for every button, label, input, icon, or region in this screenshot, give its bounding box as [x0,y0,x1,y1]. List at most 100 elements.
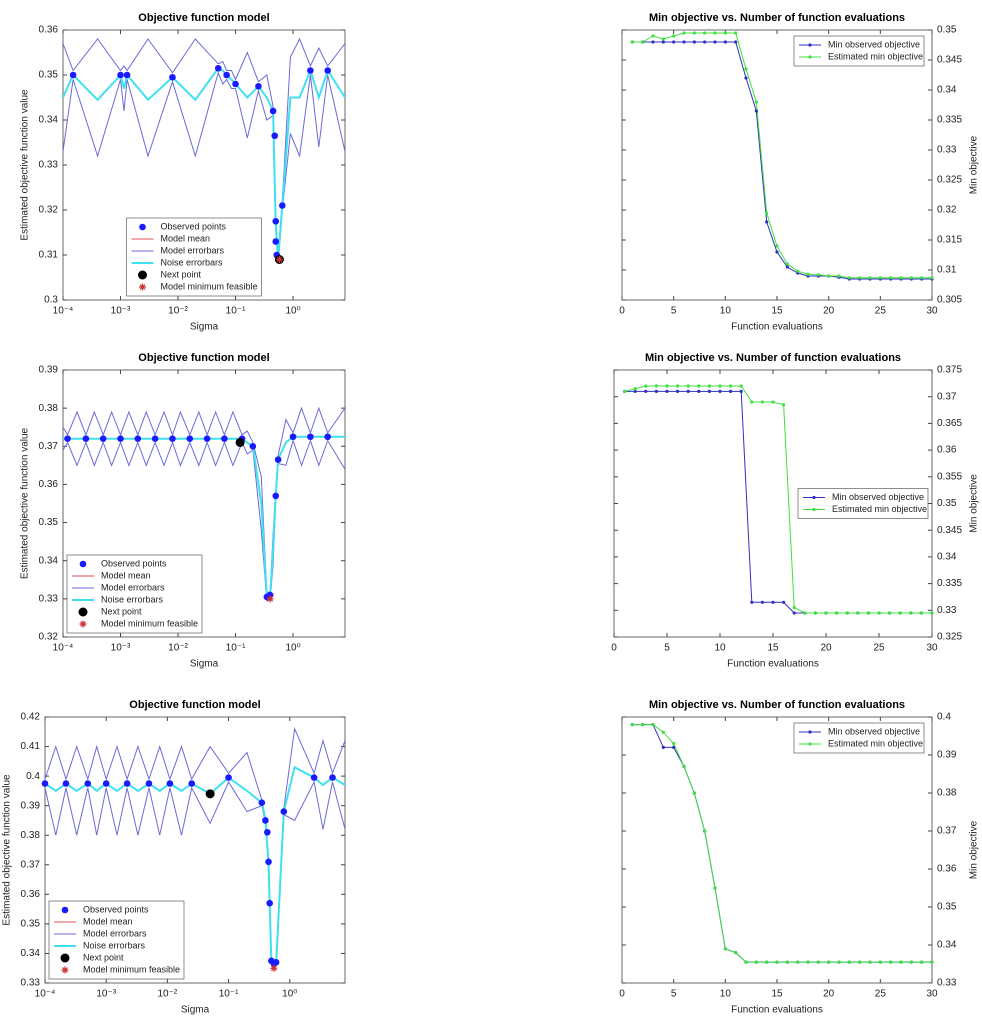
data-point [703,40,707,44]
legend-box [126,217,262,297]
data-point [750,400,754,404]
y-tick-label: 0.325 [937,632,962,643]
y-tick-label: 0.38 [21,830,41,841]
data-point [630,40,634,44]
y-tick-label: 0.315 [937,235,962,246]
y-tick-label: 0.34 [21,948,41,959]
legend-label: Model errorbars [161,245,225,255]
data-point [310,774,318,781]
legend-label: Next point [161,269,202,279]
legend-swatch [808,43,812,47]
legend-label: Model mean [83,916,133,926]
chart-title: Min objective vs. Number of function eva… [649,12,905,24]
legend-label: Estimated min objective [828,738,923,748]
data-point [661,37,665,41]
data-point [272,217,280,225]
series-line [62,438,346,602]
data-point [269,107,277,115]
data-point [307,67,314,74]
x-tick-label: 5 [664,643,670,654]
data-point [713,40,717,44]
x-tick-label: 10⁻² [168,643,188,654]
x-tick-label: 20 [820,643,832,654]
x-tick-label: 25 [875,989,887,1000]
legend-swatch [812,507,816,512]
legend-label: Model minimum feasible [161,281,258,291]
data-point [785,960,789,964]
legend-label: Next point [101,606,142,616]
x-axis-label: Function evaluations [731,322,823,333]
data-point [718,389,722,393]
data-point [713,886,717,890]
x-tick-label: 10⁻³ [111,306,131,317]
x-tick-label: 10⁰ [282,989,297,1000]
y-tick-label: 0.41 [21,741,41,752]
data-point [827,960,831,964]
data-point [771,400,775,404]
series-line [62,37,346,256]
data-point [760,600,765,604]
legend-label: Observed points [101,558,167,568]
series-line [63,435,345,599]
legend-label: Model errorbars [83,928,147,938]
series-line [62,71,346,265]
y-tick-label: 0.335 [937,578,962,589]
y-tick-label: 0.34 [937,552,957,563]
data-point [723,40,727,44]
data-point [151,435,159,442]
data-point [697,384,701,388]
data-point [641,723,645,727]
data-point [280,808,288,815]
y-tick-label: 0.39 [21,800,41,811]
y-tick-label: 0.35 [937,498,957,509]
data-point [816,960,820,964]
y-tick-label: 0.32 [39,205,59,216]
data-point [99,435,107,442]
data-point [739,384,743,388]
x-tick-label: 10⁻² [168,306,188,317]
x-tick-label: 10 [720,989,732,1000]
data-point [835,611,839,615]
data-point [734,40,738,44]
data-point [866,611,871,615]
data-point [123,71,131,79]
data-point [899,960,903,964]
y-tick-label: 0.36 [937,445,957,456]
data-point [837,274,841,278]
data-point [84,780,92,787]
data-point [672,745,676,750]
legend-label: Noise errorbars [161,257,224,267]
x-axis-label: Sigma [190,659,219,670]
data-point [232,80,239,88]
data-point [272,959,280,966]
data-point [729,389,733,393]
legend-box [793,722,925,754]
y-tick-label: 0.38 [39,403,59,414]
y-tick-label: 0.36 [21,889,41,900]
legend-label: Next point [83,952,124,962]
x-tick-label: 10⁻² [158,989,178,1000]
data-point [665,384,669,388]
x-tick-label: 20 [823,306,835,317]
data-point [723,31,727,35]
data-point [785,265,789,269]
data-point [775,250,779,254]
plot-area [621,716,933,984]
data-point [324,67,331,74]
chart-title: Objective function model [138,352,269,364]
data-point [169,73,176,81]
y-tick-label: 0.37 [937,391,957,402]
data-point [307,433,314,441]
legend-swatch [812,495,816,500]
y-tick-label: 0.32 [937,205,957,216]
legend-swatch [79,620,87,628]
data-point [888,611,892,615]
chart-title: Min objective vs. Number of function eva… [645,352,901,364]
data-point [796,960,800,964]
data-point [744,67,748,71]
data-point [641,40,645,44]
data-point [824,611,828,615]
x-tick-label: 10⁻⁴ [53,306,74,317]
legend-swatch [61,906,69,914]
y-tick-label: 0.33 [937,978,957,989]
